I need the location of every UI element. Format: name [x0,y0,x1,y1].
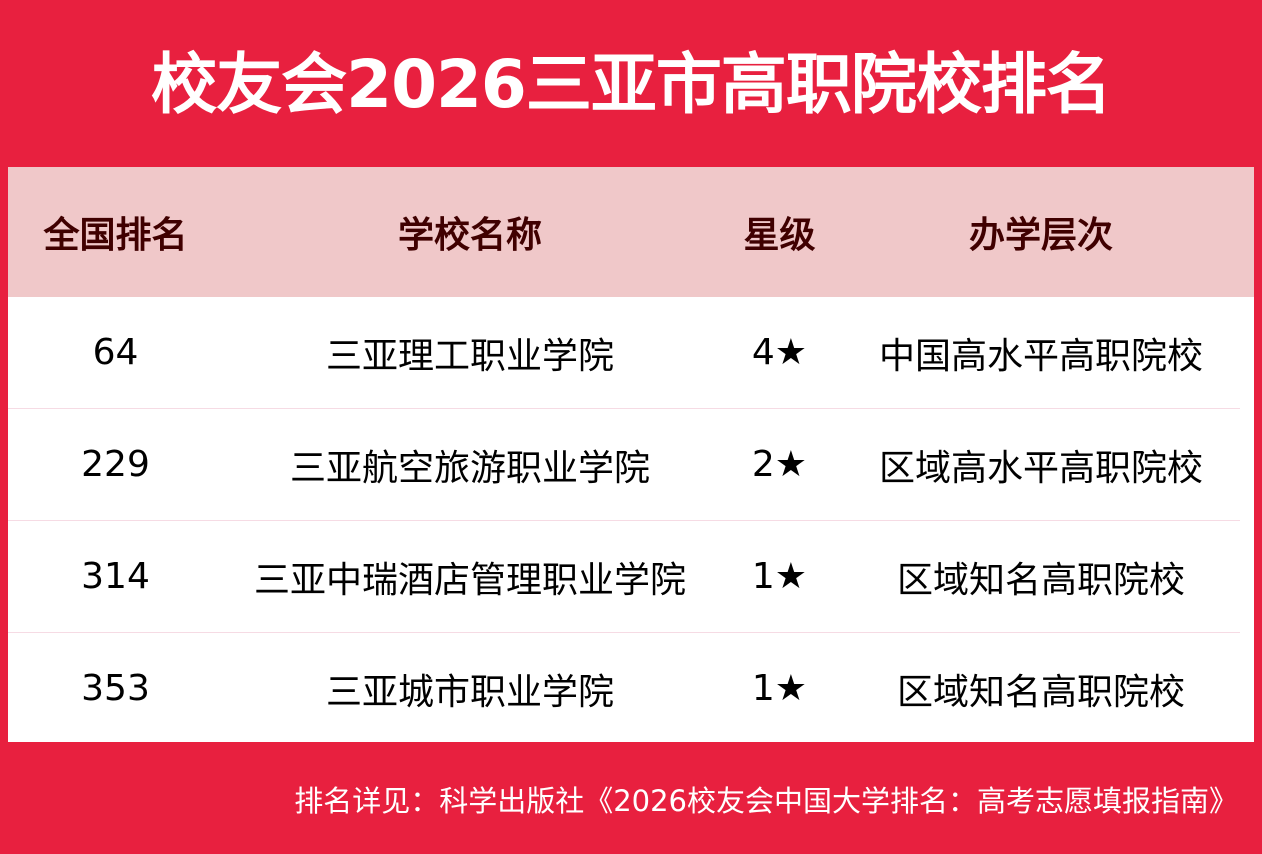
school-name-cell: 三亚中瑞酒店管理职业学院 [253,559,686,601]
school-name-cell: 三亚城市职业学院 [325,671,614,713]
level-cell: 区域知名高职院校 [896,559,1185,601]
level-cell: 中国高水平高职院校 [878,335,1203,377]
ranking-table: 全国排名 学校名称 星级 办学层次 64 三亚理工职业学院 4★ 中国高水平高职院校 2… [8,167,1254,742]
header-national-rank: 全国排名 [43,215,188,256]
source-note: 排名详见：科学出版社《2026校友会中国大学排名：高考志愿填报指南》 [294,784,1238,818]
page-title: 校友会2026三亚市高职院校排名 [151,46,1112,123]
table-row: 64 三亚理工职业学院 4★ 中国高水平高职院校 [8,297,1240,409]
header-school-level: 办学层次 [968,215,1113,256]
table-row: 314 三亚中瑞酒店管理职业学院 1★ 区域知名高职院校 [8,521,1240,633]
level-cell: 区域高水平高职院校 [878,447,1203,489]
rank-cell: 314 [81,556,150,597]
table-row: 229 三亚航空旅游职业学院 2★ 区域高水平高职院校 [8,409,1240,521]
star-cell: 4★ [751,332,808,373]
star-cell: 2★ [751,444,808,485]
school-name-cell: 三亚理工职业学院 [325,335,614,377]
school-name-cell: 三亚航空旅游职业学院 [289,447,650,489]
table-row: 353 三亚城市职业学院 1★ 区域知名高职院校 [8,633,1240,744]
header-school-name: 学校名称 [397,215,542,256]
rank-cell: 64 [92,332,139,373]
star-cell: 1★ [751,668,808,709]
rank-cell: 229 [81,444,150,485]
level-cell: 区域知名高职院校 [896,671,1185,713]
rank-cell: 353 [81,668,150,709]
star-cell: 1★ [751,556,808,597]
table-header: 全国排名 学校名称 星级 办学层次 [8,167,1254,297]
header-star-level: 星级 [743,215,816,256]
